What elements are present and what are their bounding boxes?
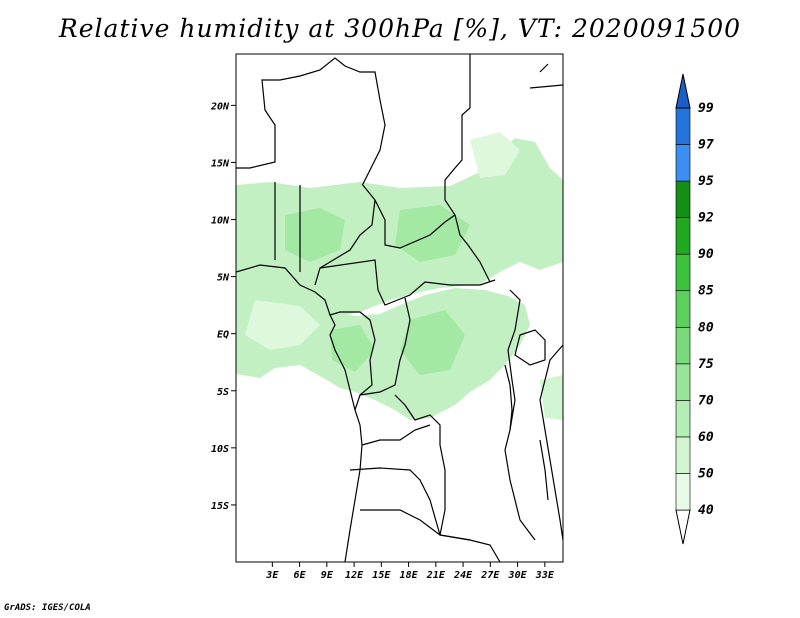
- lake-victoria: [514, 329, 546, 366]
- colorbar: 40 50 60 70 75 80 85 90 92 95 97 99: [675, 73, 714, 545]
- lake-tanganyika: [504, 364, 513, 431]
- colorbar-segment: [675, 180, 691, 218]
- colorbar-label: 80: [698, 320, 714, 335]
- lon-tick-label: 3E: [265, 570, 279, 581]
- colorbar-label: 92: [698, 211, 714, 226]
- lat-tick-label: EQ: [217, 330, 229, 341]
- colorbar-lower-arrow: [675, 509, 691, 545]
- lon-tick-label: 6E: [294, 570, 307, 581]
- coastline-east-africa: [539, 344, 563, 541]
- lat-tick-label: 15N: [211, 158, 230, 169]
- colorbar-segment: [675, 473, 691, 511]
- lon-tick-label: 18E: [400, 570, 419, 581]
- humidity-field-light-2: [470, 132, 520, 178]
- lat-tick-label: 5S: [217, 387, 229, 398]
- colorbar-segment: [675, 326, 691, 365]
- border-sahara-north: [236, 57, 386, 185]
- coastlines-borders: [236, 54, 563, 562]
- map-frame: [235, 53, 564, 563]
- lon-tick-label: 12E: [345, 570, 364, 581]
- lon-tick-label: 15E: [372, 570, 391, 581]
- lon-tick-label: 33E: [535, 570, 555, 581]
- border-congo: [329, 311, 376, 411]
- border-chad-car: [374, 199, 456, 249]
- lat-tick-label: 10N: [211, 216, 230, 227]
- colorbar-segment: [675, 363, 691, 401]
- colorbar-label: 40: [698, 503, 714, 518]
- colorbar-label: 50: [698, 466, 714, 481]
- coast-northeast: [529, 63, 563, 89]
- lon-tick-label: 30E: [508, 570, 528, 581]
- humidity-shading: [236, 132, 563, 420]
- border-angola: [361, 424, 431, 446]
- lake-malawi: [539, 439, 549, 501]
- humidity-field-core-3: [400, 310, 465, 375]
- humidity-field-core-4: [330, 325, 375, 372]
- humidity-field-east: [540, 375, 563, 420]
- credit-label: GrADS: IGES/COLA: [4, 603, 91, 613]
- lat-tick-label: 20N: [210, 101, 230, 112]
- colorbar-segment: [675, 253, 691, 292]
- coastline-west-africa: [236, 264, 363, 562]
- border-drc: [359, 297, 501, 562]
- lat-tick-label: 15S: [211, 501, 229, 512]
- lon-tick-label: 21E: [426, 570, 446, 581]
- colorbar-segment: [675, 400, 691, 438]
- border-libya-egypt: [444, 54, 491, 283]
- border-car-south: [319, 259, 496, 306]
- colorbar-label: 95: [698, 174, 714, 189]
- colorbar-label: 99: [698, 101, 714, 116]
- colorbar-segment: [675, 107, 691, 145]
- lon-tick-label: 27E: [480, 570, 500, 581]
- colorbar-upper-arrow: [675, 73, 691, 109]
- border-east-lakes: [504, 289, 536, 541]
- colorbar-label: 75: [698, 357, 714, 372]
- colorbar-label: 97: [698, 138, 714, 153]
- humidity-field-light-1: [245, 300, 320, 350]
- colorbar-segment: [675, 217, 691, 255]
- map-title: Relative humidity at 300hPa [%], VT: 202…: [58, 14, 742, 43]
- lon-tick-label: 24E: [453, 570, 473, 581]
- longitude-axis: 3E 6E 9E 12E 15E 18E 21E 24E 27E 30E 33E: [265, 562, 555, 581]
- lon-tick-label: 9E: [321, 570, 334, 581]
- border-southern-africa: [349, 467, 471, 541]
- lat-tick-label: 5N: [217, 273, 230, 284]
- colorbar-label: 60: [698, 430, 714, 445]
- colorbar-segment: [675, 436, 691, 474]
- colorbar-label: 90: [698, 247, 714, 262]
- colorbar-segment: [675, 290, 691, 328]
- lat-tick-label: 10S: [211, 444, 229, 455]
- colorbar-segment: [675, 144, 691, 182]
- colorbar-label: 70: [698, 393, 714, 408]
- colorbar-label: 85: [698, 284, 714, 299]
- latitude-axis: 20N 15N 10N 5N EQ 5S 10S 15S: [210, 101, 236, 512]
